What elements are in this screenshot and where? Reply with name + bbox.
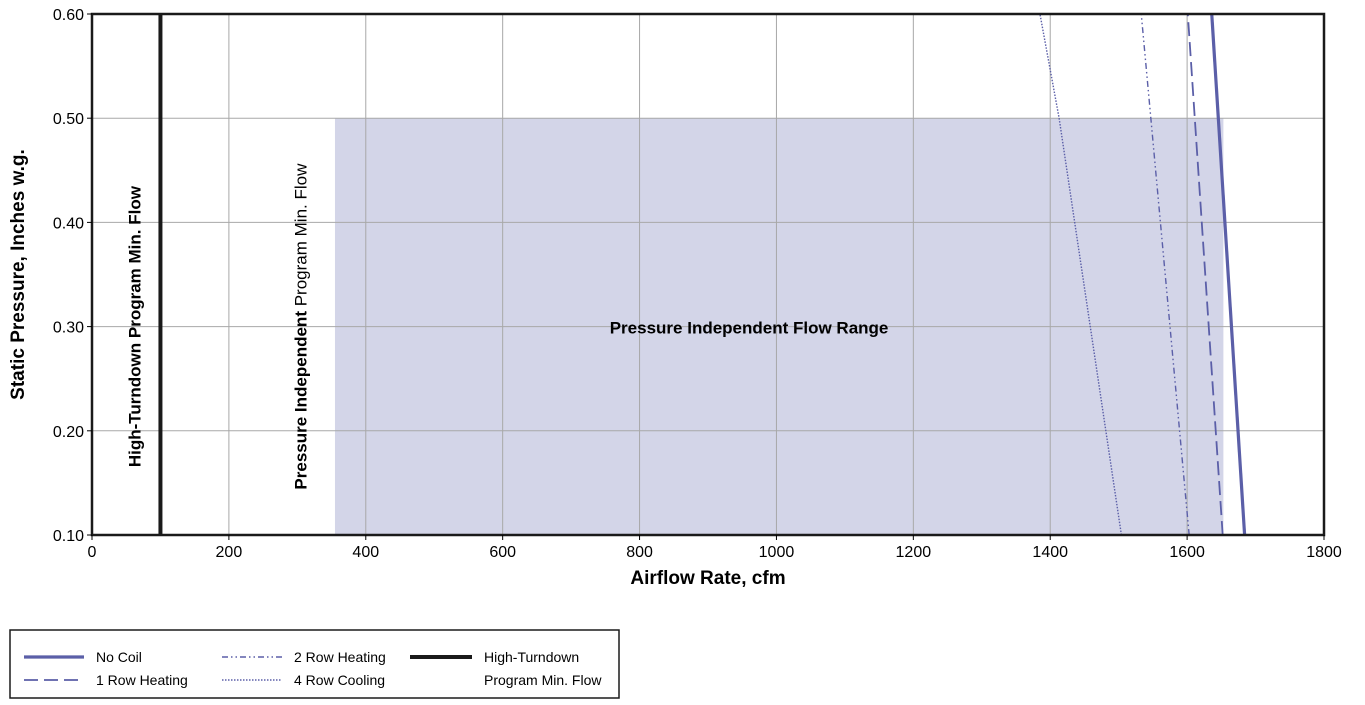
y-tick-label: 0.40 xyxy=(53,215,84,232)
x-axis-title: Airflow Rate, cfm xyxy=(630,568,785,589)
x-tick-label: 0 xyxy=(88,544,97,561)
x-tick-label: 400 xyxy=(352,544,379,561)
legend-label: High-Turndown xyxy=(484,649,579,665)
series-no-coil xyxy=(1210,13,1247,536)
y-axis-title: Static Pressure, Inches w.g. xyxy=(8,149,29,400)
legend-label: 4 Row Cooling xyxy=(294,672,385,688)
x-tick-label: 1600 xyxy=(1169,544,1205,561)
x-tick-label: 600 xyxy=(489,544,516,561)
y-tick-label: 0.50 xyxy=(53,111,84,128)
x-tick-label: 1200 xyxy=(896,544,932,561)
legend-box xyxy=(9,629,620,699)
y-tick-label: 0.10 xyxy=(53,528,84,545)
series-1-row-heating xyxy=(1186,13,1224,536)
series-2-row-heating xyxy=(1140,13,1190,536)
legend-label: Program Min. Flow xyxy=(484,672,602,688)
x-tick-label: 200 xyxy=(216,544,243,561)
plot-border xyxy=(90,12,1326,537)
y-tick-label: 0.60 xyxy=(53,7,84,24)
legend: No Coil 1 Row Heating 2 Row Heating 4 Row C… xyxy=(9,629,620,699)
series-4-row-cooling xyxy=(1039,13,1123,536)
y-tick-label: 0.30 xyxy=(53,320,84,337)
x-tick-label: 1000 xyxy=(759,544,795,561)
x-tick-label: 800 xyxy=(626,544,653,561)
pi-min-flow-label: Pressure Independent Program Min. Flow xyxy=(291,163,310,490)
x-tick-label: 1800 xyxy=(1306,544,1342,561)
x-tick-label: 1400 xyxy=(1032,544,1068,561)
legend-label: 1 Row Heating xyxy=(96,672,188,688)
high-turndown-min-flow-label: High-Turndown Program Min. Flow xyxy=(125,185,144,467)
y-tick-label: 0.20 xyxy=(53,424,84,441)
pi-flow-range-label: Pressure Independent Flow Range xyxy=(610,319,889,338)
series-layer xyxy=(1039,13,1247,536)
pi-min-flow-label-normal: Program Min. Flow xyxy=(291,163,310,311)
legend-label: No Coil xyxy=(96,649,142,665)
pi-min-flow-label-bold: Pressure Independent xyxy=(291,311,310,490)
legend-label: 2 Row Heating xyxy=(294,649,386,665)
ticks: 0 200 400 600 800 1000 1200 1400 1600 1800 0.10 0.2… xyxy=(53,7,1342,561)
